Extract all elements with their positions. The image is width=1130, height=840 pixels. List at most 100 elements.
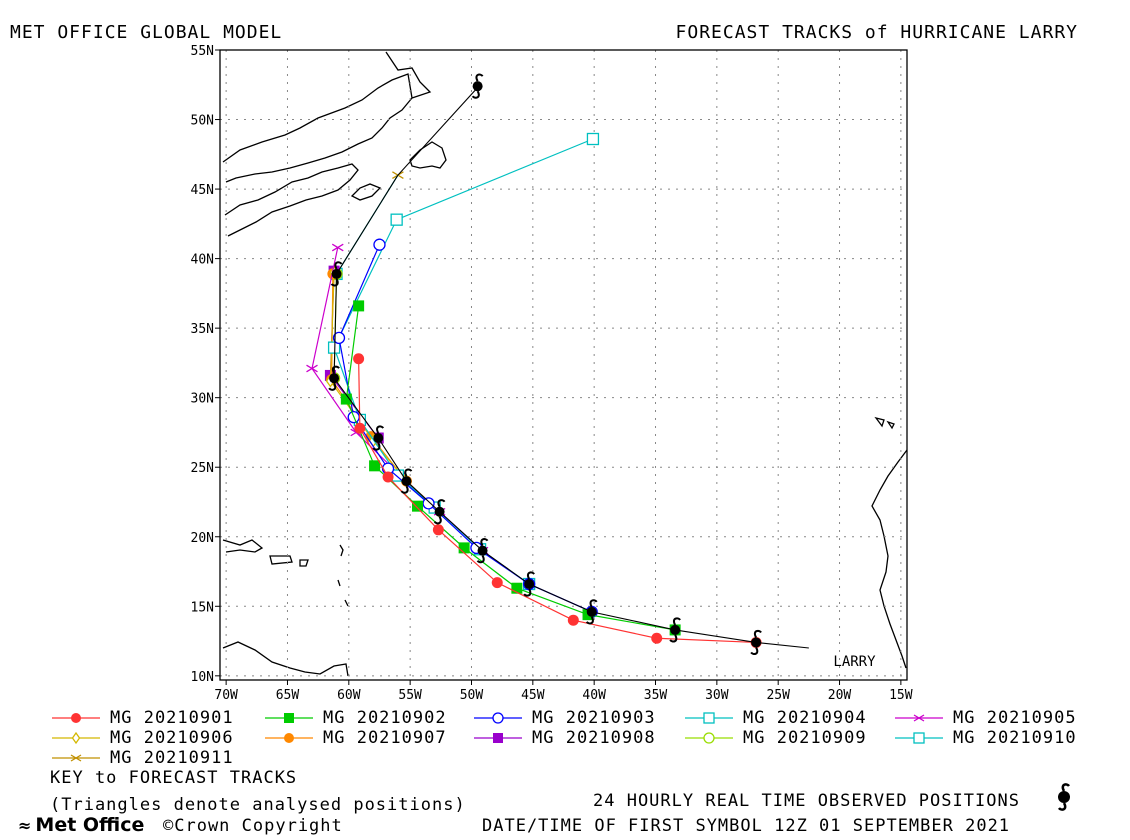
storm-label: LARRY: [833, 654, 876, 670]
track-line: [358, 358, 757, 644]
legend-marker: [52, 754, 100, 762]
track-point: [422, 497, 435, 510]
hurricane-symbol-icon: [328, 365, 340, 391]
legend-label: MG 20210901: [110, 708, 234, 728]
hurricane-arm: [372, 442, 381, 451]
track-point: [651, 632, 663, 644]
track-mg-20210903: [332, 238, 598, 619]
y-tick-label: 25N: [191, 461, 214, 476]
hurricane-symbol-icon: [585, 599, 598, 625]
legend-label: MG 20210908: [532, 728, 656, 748]
legend-marker: [52, 731, 100, 745]
track-point: [284, 713, 294, 723]
triangles-note: (Triangles denote analysed positions): [50, 795, 466, 815]
track-point: [703, 712, 715, 724]
x-tick-label: 70W: [214, 688, 238, 703]
x-tick-label: 25W: [766, 688, 790, 703]
y-tick-label: 15N: [191, 600, 214, 615]
hurricane-arm: [589, 599, 598, 608]
hurricane-eye: [434, 506, 445, 517]
legend-label: MG 20210911: [110, 748, 234, 768]
datetime-note: DATE/TIME OF FIRST SYMBOL 12Z 01 SEPTEMB…: [482, 816, 1011, 836]
legend-marker: [895, 714, 943, 722]
hurricane-arm: [480, 538, 489, 547]
y-tick-label: 40N: [191, 253, 214, 268]
hurricane-eye: [331, 268, 342, 279]
key-label: KEY to FORECAST TRACKS: [50, 768, 298, 788]
track-line: [333, 138, 594, 585]
track-point: [913, 714, 925, 722]
legend-label: MG 20210909: [743, 728, 867, 748]
legend-item: MG 20210901: [50, 708, 234, 728]
legend-label: MG 20210907: [323, 728, 447, 748]
coastline-map: [222, 51, 908, 677]
legend-marker: [474, 712, 522, 724]
legend-marker: [685, 732, 733, 744]
track-point: [373, 238, 386, 251]
hurricane-symbol-icon: [669, 617, 681, 643]
track-point: [391, 469, 405, 482]
hurricane-eye: [329, 373, 340, 384]
track-point: [354, 422, 366, 434]
hurricane-eye: [401, 476, 412, 487]
hurricane-arm: [672, 617, 681, 626]
logo-text: Met Office: [35, 814, 145, 836]
x-tick-label: 55W: [398, 688, 422, 703]
hurricane-symbol-icon: [476, 538, 489, 564]
hurricane-arm: [331, 365, 340, 374]
observed-note: 24 HOURLY REAL TIME OBSERVED POSITIONS: [593, 791, 1020, 811]
hurricane-symbol-icon: [1057, 783, 1071, 811]
track-point: [331, 243, 344, 252]
hurricane-eye: [586, 606, 597, 617]
model-title: MET OFFICE GLOBAL MODEL: [10, 22, 283, 43]
legend-item: MG 20210910: [893, 728, 1077, 748]
track-mg-20210904: [327, 132, 600, 591]
track-point: [390, 213, 403, 226]
chart-title: FORECAST TRACKS of HURRICANE LARRY: [675, 22, 1078, 43]
y-tick-label: 30N: [191, 392, 214, 407]
legend-item: MG 20210903: [472, 708, 656, 728]
hurricane-arm: [471, 90, 480, 99]
track-point: [284, 733, 294, 743]
track-point: [71, 713, 81, 723]
hurricane-arm: [334, 261, 343, 270]
forecast-tracks: [306, 132, 762, 648]
track-point: [353, 300, 365, 312]
hurricane-eye: [670, 624, 681, 635]
hurricane-arm: [753, 629, 762, 638]
track-point: [369, 460, 381, 472]
track-point: [70, 754, 82, 762]
legend-item: MG 20210911: [50, 748, 234, 768]
x-tick-label: 20W: [828, 688, 852, 703]
legend-label: MG 20210902: [323, 708, 447, 728]
hurricane-eye: [751, 637, 762, 648]
hurricane-arm: [437, 499, 446, 508]
track-point: [412, 500, 424, 512]
track-point: [491, 577, 503, 589]
hurricane-eye: [472, 81, 483, 92]
track-line: [331, 273, 407, 482]
legend-item: MG 20210904: [683, 708, 867, 728]
legend-item: MG 20210909: [683, 728, 867, 748]
hurricane-arm: [404, 468, 413, 477]
axis-labels: 70W 65W 60W 55W 50W 45W 40W 35W 30W 25W 20W 15W 10N 1…: [191, 44, 913, 703]
hurricane-symbol-icon: [523, 571, 535, 597]
x-tick-label: 50W: [460, 688, 484, 703]
observed-track: [328, 73, 809, 656]
hurricane-eye: [373, 433, 384, 444]
hurricane-arm: [585, 616, 594, 625]
legend-label: MG 20210906: [110, 728, 234, 748]
hurricane-symbol-icon: [433, 499, 446, 525]
hurricane-symbol-icon: [471, 73, 484, 99]
plot-frame: [219, 49, 908, 681]
hurricane-eye: [524, 579, 535, 590]
track-point: [327, 341, 341, 354]
x-tick-label: 60W: [337, 688, 361, 703]
y-tick-label: 50N: [191, 114, 214, 129]
x-tick-label: 30W: [705, 688, 729, 703]
hurricane-symbol-icon: [330, 261, 343, 287]
track-point: [382, 471, 394, 483]
track-point: [432, 524, 444, 536]
legend-item: MG 20210907: [263, 728, 447, 748]
